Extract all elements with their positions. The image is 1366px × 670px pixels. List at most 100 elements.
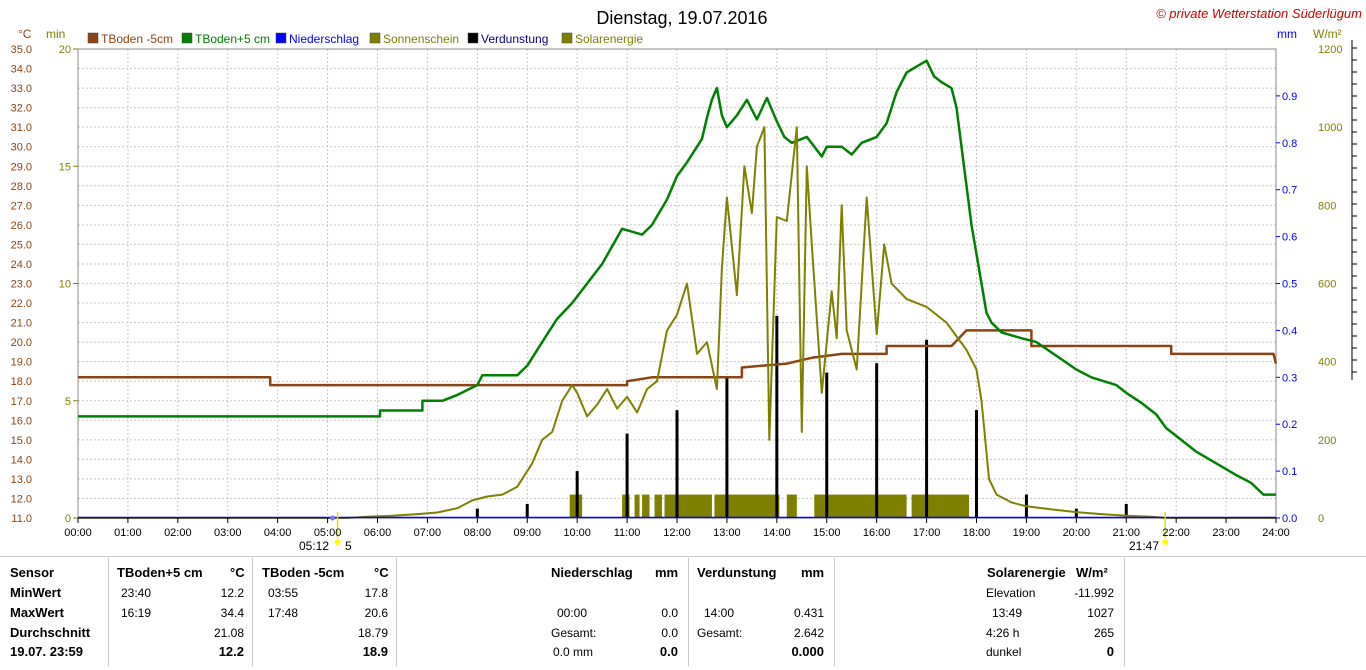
temp-tick-label: 16.0 bbox=[11, 415, 32, 427]
sunshine-block bbox=[634, 494, 640, 518]
temp-tick-label: 14.0 bbox=[11, 454, 32, 466]
header-tboden-plus5: TBoden+5 cm bbox=[117, 565, 203, 580]
max-t5-value: 34.4 bbox=[220, 606, 244, 620]
x-tick-label: 03:00 bbox=[214, 527, 242, 539]
min-tm5-time: 03:55 bbox=[268, 586, 299, 600]
temp-tick-label: 22.0 bbox=[11, 298, 32, 310]
temp-tick-label: 25.0 bbox=[11, 239, 32, 251]
legend-swatch bbox=[181, 32, 193, 44]
mm-tick-label: 0.4 bbox=[1282, 325, 1297, 337]
temp-tick-label: 26.0 bbox=[11, 220, 32, 232]
min-t5-time: 23:40 bbox=[121, 586, 152, 600]
temp-tick-label: 23.0 bbox=[11, 279, 32, 291]
min-sol-value: -11.992 bbox=[1074, 586, 1114, 600]
wm2-tick-label: 200 bbox=[1318, 435, 1336, 447]
max-sol-value: 1027 bbox=[1087, 606, 1114, 620]
legend-label: Verdunstung bbox=[481, 32, 548, 46]
verdunstung-bar bbox=[925, 339, 929, 518]
verdunstung-bar bbox=[525, 503, 529, 518]
min-tick-label: 15 bbox=[59, 161, 71, 173]
x-tick-label: 21:00 bbox=[1112, 527, 1140, 539]
sunrise-point bbox=[330, 515, 336, 521]
temp-tick-label: 15.0 bbox=[11, 435, 32, 447]
header-niederschlag-unit: mm bbox=[655, 565, 679, 580]
temp-tick-label: 32.0 bbox=[11, 103, 32, 115]
temp-tick-label: 18.0 bbox=[11, 376, 32, 388]
temp-tick-label: 35.0 bbox=[11, 44, 32, 56]
max-nied-time: 00:00 bbox=[557, 606, 588, 620]
max-t5-time: 16:19 bbox=[121, 606, 152, 620]
wm2-tick-label: 800 bbox=[1318, 200, 1336, 212]
cur-sol-label: dunkel bbox=[986, 645, 1022, 659]
legend-label: Sonnenschein bbox=[383, 32, 459, 46]
header-tboden-minus5: TBoden -5cm bbox=[262, 565, 345, 580]
header-solarenergie-unit: W/m² bbox=[1076, 565, 1108, 580]
temp-tick-label: 29.0 bbox=[11, 161, 32, 173]
avg-verd-label: Gesamt: bbox=[697, 626, 743, 640]
mm-tick-label: 0.7 bbox=[1282, 185, 1297, 197]
cur-nied-value: 0.0 bbox=[659, 644, 678, 659]
sunshine-block bbox=[664, 494, 712, 518]
legend-swatch bbox=[561, 32, 573, 44]
mm-tick-label: 0.6 bbox=[1282, 232, 1297, 244]
header-tboden-plus5-unit: °C bbox=[230, 565, 245, 580]
cur-t5-value: 12.2 bbox=[218, 644, 244, 659]
min-tick-label: 0 bbox=[65, 513, 71, 525]
weather-chart: Dienstag, 19.07.2016 © private Wettersta… bbox=[11, 6, 1363, 553]
verdunstung-bar bbox=[975, 410, 978, 518]
sunshine-block bbox=[814, 494, 907, 518]
temp-tick-label: 13.0 bbox=[11, 474, 32, 486]
tboden-minus5-line bbox=[78, 329, 1278, 387]
temp-tick-label: 17.0 bbox=[11, 396, 32, 408]
cur-verd-value: 0.000 bbox=[791, 644, 824, 659]
x-tick-label: 06:00 bbox=[364, 527, 392, 539]
verdunstung-bar bbox=[1124, 503, 1128, 518]
x-tick-label: 12:00 bbox=[663, 527, 691, 539]
x-tick-label: 09:00 bbox=[513, 527, 541, 539]
wm2-tick-label: 1000 bbox=[1318, 122, 1342, 134]
verdunstung-bar bbox=[625, 433, 629, 518]
mm-tick-label: 0.8 bbox=[1282, 138, 1297, 150]
solarenergie-line bbox=[78, 126, 1276, 519]
sunshine-block bbox=[911, 494, 970, 518]
avg-nied-value: 0.0 bbox=[661, 626, 678, 640]
legend-label: Solarenergie bbox=[575, 32, 643, 46]
tboden-plus5-line bbox=[78, 59, 1276, 496]
header-tboden-minus5-unit: °C bbox=[374, 565, 389, 580]
header-verdunstung: Verdunstung bbox=[697, 565, 777, 580]
verdunstung-bar bbox=[575, 471, 579, 518]
legend-label: TBoden+5 cm bbox=[195, 32, 270, 46]
min-tm5-value: 17.8 bbox=[364, 586, 388, 600]
verdunstung-bar bbox=[675, 410, 679, 518]
min-tick-label: 20 bbox=[59, 44, 71, 56]
max-verd-value: 0.431 bbox=[793, 606, 824, 620]
x-tick-label: 07:00 bbox=[414, 527, 442, 539]
x-tick-label: 05:00 bbox=[314, 527, 342, 539]
avg-tm5-value: 18.79 bbox=[357, 626, 388, 640]
row-min-label: MinWert bbox=[10, 585, 62, 600]
x-tick-label: 01:00 bbox=[114, 527, 142, 539]
legend-swatch bbox=[369, 32, 381, 44]
sunrise-marker-dot bbox=[334, 539, 341, 545]
avg-sol-value: 265 bbox=[1093, 626, 1114, 640]
legend-label: Niederschlag bbox=[289, 32, 359, 46]
x-tick-label: 18:00 bbox=[963, 527, 991, 539]
verdunstung-bar bbox=[725, 377, 729, 518]
min-t5-value: 12.2 bbox=[220, 586, 244, 600]
x-tick-label: 17:00 bbox=[913, 527, 941, 539]
x-tick-label: 23:00 bbox=[1212, 527, 1240, 539]
copyright-note: © private Wetterstation Süderlügum bbox=[1156, 6, 1362, 21]
unit-mm: mm bbox=[1277, 27, 1297, 41]
avg-t5-value: 21.08 bbox=[213, 626, 244, 640]
x-tick-label: 11:00 bbox=[614, 527, 641, 539]
verdunstung-bar bbox=[1074, 508, 1078, 518]
x-tick-label: 00:00 bbox=[64, 527, 92, 539]
temp-tick-label: 11.0 bbox=[11, 513, 32, 525]
avg-verd-value: 2.642 bbox=[793, 626, 824, 640]
sunshine-block bbox=[786, 494, 797, 518]
legend-swatch bbox=[275, 32, 287, 44]
sunshine-block bbox=[714, 494, 780, 518]
sunrise-suffix: 5 bbox=[345, 539, 352, 553]
unit-minutes: min bbox=[46, 27, 65, 41]
temp-tick-label: 20.0 bbox=[11, 337, 32, 349]
